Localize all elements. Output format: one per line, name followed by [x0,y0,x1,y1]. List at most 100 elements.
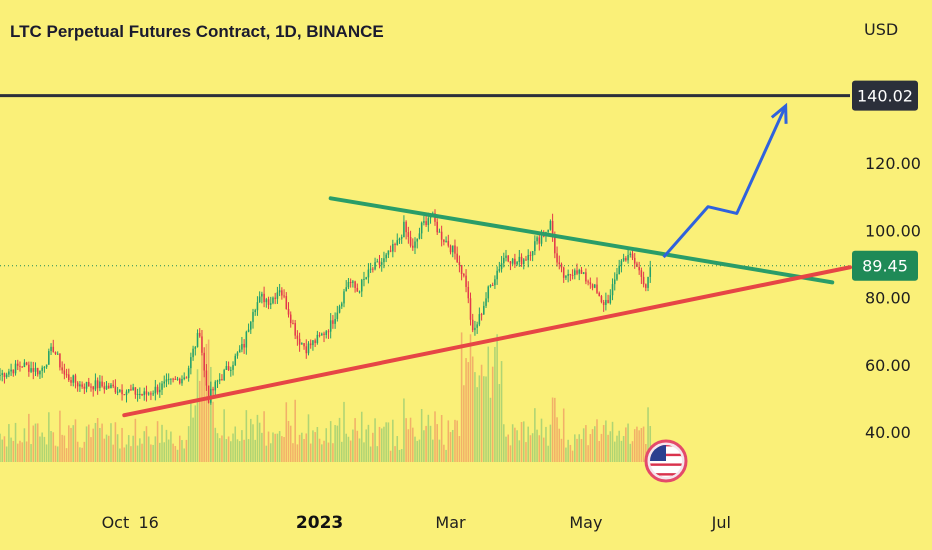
volume-bar [103,438,106,462]
candle-body [103,386,106,390]
candle-body [56,353,59,355]
candle-body [50,346,52,352]
volume-bar [5,446,8,462]
candle-body [332,320,334,324]
candle-body [392,244,394,252]
candle-body [471,319,474,331]
volume-bar [167,439,170,462]
candle-body [107,385,110,389]
candle-body [485,298,487,306]
candle-body [130,389,132,391]
candle-body [167,378,170,380]
candle-body [618,265,620,275]
volume-bar [385,422,387,462]
volume-bar [463,385,465,462]
volume-bar [76,441,79,462]
candle-body [127,389,130,392]
volume-bar [358,438,361,462]
volume-bar [45,444,48,462]
candle-body [600,296,603,302]
flag-stripe [650,470,682,474]
volume-bar [110,423,112,462]
candle-body [425,221,427,225]
volume-bar [225,439,228,462]
candle-body [562,267,565,278]
candle-body [45,364,48,368]
volume-bar [318,438,321,462]
volume-bar [223,409,225,462]
volume-bar [250,418,252,462]
volume-bar [554,397,556,462]
candle-body [360,279,363,292]
candle-body [289,314,292,324]
volume-bar [647,407,649,462]
volume-bar [467,362,470,462]
volume-bar [21,442,23,462]
volume-bar [589,434,592,462]
candle-body [542,235,545,237]
volume-bar [611,421,614,462]
volume-bar [3,436,6,462]
candle-body [631,253,634,258]
candle-body [96,380,99,389]
candle-body [5,374,8,377]
candle-body [571,274,574,276]
volume-bar [636,426,638,462]
candle-body [134,387,137,395]
volume-bar [94,422,97,462]
candle-body [352,281,354,283]
volume-bar [314,432,316,462]
candle-body [616,274,618,280]
candle-body [176,378,179,380]
candle-body [174,378,177,380]
volume-bar [423,430,425,462]
volume-bar [496,334,498,462]
candle-body [383,258,385,263]
volume-bar [403,398,405,462]
volume-bar [405,418,407,462]
candle-body [203,352,205,371]
candle-body [407,232,410,238]
candle-body [281,290,283,296]
volume-bar [409,417,412,462]
candle-body [110,384,112,389]
candle-body [23,362,26,368]
candle-body [65,374,68,376]
candle-body [263,293,265,303]
candle-body [276,292,279,299]
volume-bar [576,438,578,462]
volume-bar [487,346,490,462]
volume-bar [642,426,645,462]
volume-bar [192,417,194,462]
candle-body [522,259,525,265]
volume-bar [323,440,325,462]
candle-body [216,380,219,382]
candle-body [267,299,270,305]
candle-body [285,296,288,309]
current-price-tag-bg [852,250,918,281]
y-tick-label: 60.00 [865,356,911,375]
candle-body [227,366,230,371]
candle-body [99,381,101,389]
volume-bar [345,433,347,462]
candle-body [274,297,276,299]
volume-bar [96,417,99,462]
candle-body [591,284,594,288]
volume-bar [101,423,103,462]
candle-body [580,269,583,274]
volume-bar [28,413,30,462]
volume-bar [79,447,81,462]
candle-body [596,284,598,293]
candle-body [254,310,256,313]
volume-bar [48,412,50,462]
candle-body [70,380,72,383]
candle-body [201,336,203,353]
volume-bar [147,436,150,462]
candle-body [121,389,123,395]
volume-bar [210,366,212,462]
volume-bar [394,446,396,462]
candle-body [356,287,359,292]
volume-bars [0,332,652,462]
volume-bar [19,440,21,462]
us-flag-icon [644,439,688,483]
